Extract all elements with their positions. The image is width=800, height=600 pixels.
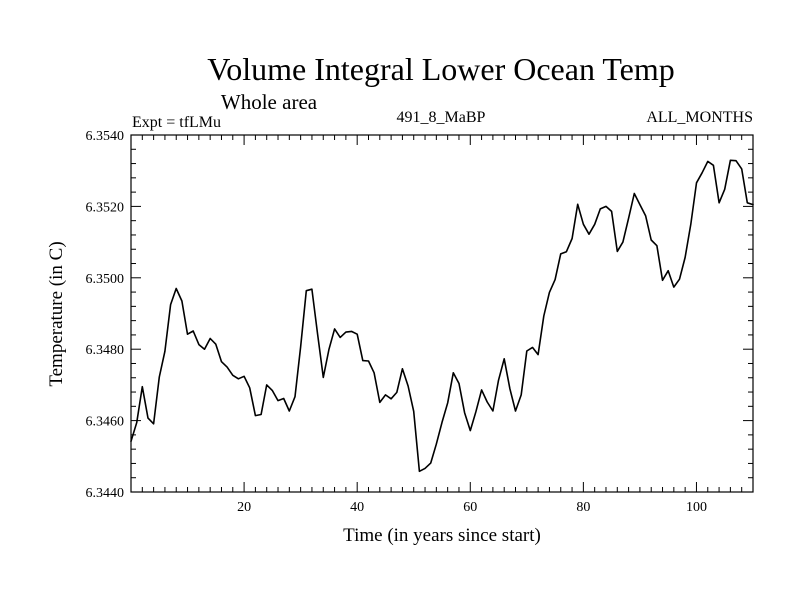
months-label: ALL_MONTHS <box>646 109 753 126</box>
y-axis-ticks: 6.3440 6.3460 6.3480 6.3500 6.3520 6.3540 <box>86 129 753 501</box>
experiment-label: Expt = tfLMu <box>132 114 221 131</box>
x-tick-label: 80 <box>576 500 590 515</box>
y-tick-label: 6.3480 <box>86 343 125 358</box>
x-tick-label: 20 <box>237 500 251 515</box>
chart-title: Volume Integral Lower Ocean Temp <box>207 51 675 87</box>
x-tick-label: 40 <box>350 500 364 515</box>
y-tick-label: 6.3520 <box>86 200 125 215</box>
chart-subtitle: Whole area <box>221 90 318 114</box>
y-tick-label: 6.3440 <box>86 486 125 501</box>
y-axis-label: Temperature (in C) <box>46 241 67 386</box>
x-tick-label: 100 <box>686 500 707 515</box>
run-label: 491_8_MaBP <box>397 109 486 126</box>
series-line <box>130 159 754 473</box>
x-tick-label: 60 <box>463 500 477 515</box>
y-tick-label: 6.3500 <box>86 272 125 287</box>
y-tick-label: 6.3460 <box>86 415 125 430</box>
y-tick-label: 6.3540 <box>86 129 125 144</box>
plot-frame <box>130 134 754 493</box>
x-axis-ticks: 20 40 60 80 100 <box>141 135 743 515</box>
series-layer <box>130 159 754 473</box>
x-axis-label: Time (in years since start) <box>343 525 541 546</box>
